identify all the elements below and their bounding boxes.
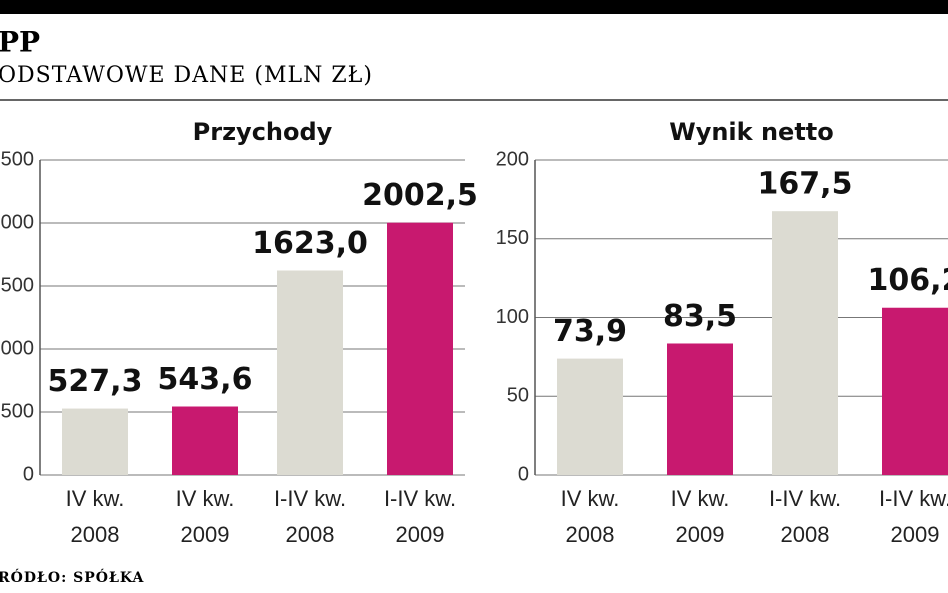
value-label: 543,6 [158, 362, 253, 397]
bar [172, 406, 238, 475]
x-tick-label: I-IV kw. [274, 486, 346, 511]
x-tick-label: 2008 [781, 522, 830, 547]
bar [277, 270, 343, 475]
x-tick-label: 2008 [71, 522, 120, 547]
value-label: 167,5 [758, 167, 853, 202]
y-tick-label: 0 [518, 463, 529, 485]
bar [62, 408, 128, 475]
x-tick-label: I-IV kw. [879, 486, 948, 511]
value-label: 73,9 [553, 314, 627, 349]
title: PP [0, 26, 40, 59]
x-tick-label: I-IV kw. [384, 486, 456, 511]
value-label: 527,3 [48, 364, 143, 399]
y-tick-label: 50 [507, 385, 529, 407]
bar [772, 211, 838, 475]
bar [882, 307, 948, 475]
chart-title: Przychody [193, 118, 333, 146]
x-tick-label: 2008 [286, 522, 335, 547]
source: RÓDŁO: SPÓŁKA [0, 568, 145, 586]
x-tick-label: IV kw. [671, 486, 730, 511]
x-tick-label: IV kw. [176, 486, 235, 511]
chart-title: Wynik netto [669, 118, 834, 146]
y-tick-label: 2500 [0, 148, 34, 170]
y-tick-label: 2000 [0, 211, 34, 233]
top-bar [0, 0, 948, 14]
value-label: 2002,5 [362, 178, 478, 213]
bar [557, 358, 623, 475]
x-tick-label: 2009 [181, 522, 230, 547]
x-tick-label: 2008 [566, 522, 615, 547]
y-tick-label: 150 [496, 227, 529, 249]
y-tick-label: 100 [496, 306, 529, 328]
bar [667, 343, 733, 475]
x-tick-label: 2009 [396, 522, 445, 547]
x-tick-label: I-IV kw. [769, 486, 841, 511]
y-tick-label: 200 [496, 148, 529, 170]
subtitle: ODSTAWOWE DANE (MLN ZŁ) [0, 63, 373, 88]
y-tick-label: 1000 [0, 337, 34, 359]
x-tick-label: 2009 [891, 522, 940, 547]
value-label: 83,5 [663, 299, 737, 334]
value-label: 106,2 [868, 263, 948, 298]
x-tick-label: IV kw. [561, 486, 620, 511]
value-label: 1623,0 [252, 226, 368, 261]
bar [387, 222, 453, 475]
x-tick-label: 2009 [676, 522, 725, 547]
y-tick-label: 500 [1, 400, 34, 422]
x-tick-label: IV kw. [66, 486, 125, 511]
y-tick-label: 0 [23, 463, 34, 485]
y-tick-label: 1500 [0, 274, 34, 296]
